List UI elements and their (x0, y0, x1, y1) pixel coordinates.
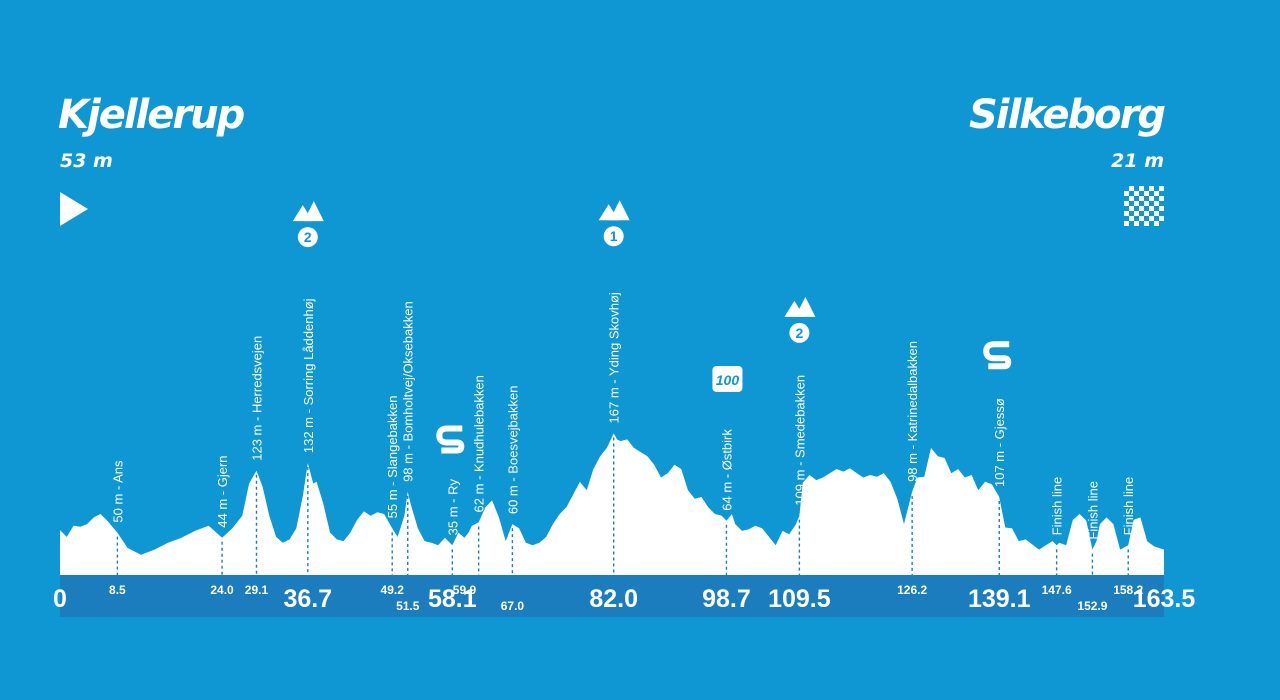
badge-frame (712, 365, 743, 392)
climb-point-label: 62 m - Knudhulebakken (472, 375, 487, 512)
distance-axis-label: 58.1 (428, 585, 477, 613)
category-badge (297, 227, 318, 248)
climb-point-label: 55 m - Slangebakken (385, 396, 400, 519)
climb-point-label: 64 m - Østbirk (719, 429, 734, 511)
distance-axis-label: 29.1 (245, 583, 269, 597)
climb-point-label: 109 m - Smedebakken (792, 375, 807, 506)
distance-axis-label: 0 (53, 585, 67, 613)
climb-point-label: 98 m - Bomholtvej/Oksebakken (401, 301, 416, 482)
climb-point-label: Finish line (1121, 477, 1136, 536)
finish-flag-icon (1124, 186, 1164, 226)
climb-point-label: 60 m - Boesvejbakken (505, 386, 520, 515)
finish-town-name: Silkeborg (968, 92, 1166, 138)
distance-axis-label: 147.6 (1042, 583, 1072, 597)
distance-axis-label: 139.1 (968, 585, 1031, 613)
finish-elevation: 21 m (1111, 150, 1164, 172)
climb-point-label: 35 m - Ry (445, 478, 460, 535)
sprint-icon (436, 425, 465, 454)
elevation-profile-area (60, 433, 1164, 575)
distance-axis-label: 109.5 (768, 585, 831, 613)
climb-point-label: 50 m - Ans (110, 460, 125, 523)
climb-point-label: Finish line (1085, 481, 1100, 540)
distance-axis-label: 158.2 (1113, 583, 1143, 597)
distance-axis-label: 98.7 (702, 585, 751, 613)
distance-axis-label: 67.0 (501, 599, 525, 613)
distance-axis-label: 126.2 (897, 583, 927, 597)
distance-axis-label: 82.0 (589, 585, 638, 613)
distance-axis-label: 152.9 (1077, 599, 1107, 613)
category-number: 2 (795, 325, 803, 341)
climb-point-label: 44 m - Gjern (215, 455, 230, 527)
start-town-name: Kjellerup (58, 92, 245, 138)
climb-point-label: Finish line (1050, 477, 1065, 536)
mountain-peak-right (609, 200, 630, 221)
mountain-peak-right (303, 201, 324, 222)
sprint-icon (983, 341, 1012, 370)
distance-axis-label: 51.5 (396, 599, 420, 613)
sprint-icon-stroke (436, 425, 465, 454)
mountain-peak-right (795, 296, 816, 317)
hundred-points-icon: 100 (712, 365, 743, 392)
mountain-category-icon: 2 (784, 296, 816, 343)
sprint-icon-stroke (983, 341, 1012, 370)
distance-axis-label: 8.5 (109, 583, 126, 597)
category-badge (789, 322, 810, 343)
mountain-category-icon: 2 (292, 201, 324, 248)
distance-axis-label: 49.2 (381, 583, 405, 597)
badge-number: 100 (716, 372, 740, 388)
category-badge (603, 226, 624, 247)
climb-point-label: 132 m - Sorring Låddenhøj (301, 298, 316, 453)
distance-axis-label: 36.7 (283, 585, 332, 613)
distance-axis-label: 59.9 (453, 583, 477, 597)
distance-axis-label: 24.0 (210, 583, 234, 597)
distance-axis-label: 163.5 (1133, 585, 1196, 613)
climb-point-label: 167 m - Yding Skovhøj (607, 292, 622, 423)
climb-point-label: 107 m - Gjessø (992, 398, 1007, 487)
start-arrow-icon (60, 192, 88, 226)
climb-point-label: 123 m - Herredsvejen (249, 336, 264, 461)
start-elevation: 53 m (60, 150, 113, 172)
category-number: 2 (304, 229, 312, 245)
climb-point-label: 98 m - Katrinedalbakken (905, 341, 920, 482)
distance-axis-band (60, 575, 1164, 617)
category-number: 1 (610, 228, 618, 244)
mountain-category-icon: 1 (598, 200, 630, 247)
